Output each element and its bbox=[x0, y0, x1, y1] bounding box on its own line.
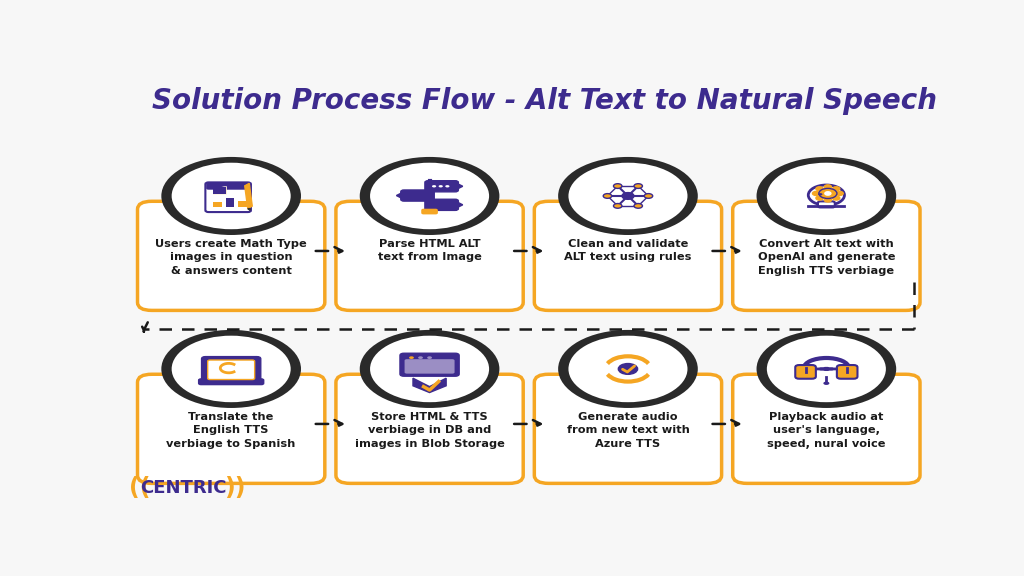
Text: CENTRIC: CENTRIC bbox=[140, 479, 226, 497]
Circle shape bbox=[833, 196, 840, 200]
FancyBboxPatch shape bbox=[199, 379, 264, 385]
Circle shape bbox=[819, 188, 837, 199]
Circle shape bbox=[634, 184, 642, 188]
FancyBboxPatch shape bbox=[827, 367, 834, 371]
FancyBboxPatch shape bbox=[796, 365, 816, 379]
Circle shape bbox=[162, 330, 301, 408]
FancyBboxPatch shape bbox=[425, 199, 459, 210]
Circle shape bbox=[634, 203, 642, 209]
Circle shape bbox=[622, 192, 634, 199]
FancyBboxPatch shape bbox=[733, 201, 920, 310]
FancyBboxPatch shape bbox=[137, 201, 325, 310]
Polygon shape bbox=[456, 183, 463, 190]
Wedge shape bbox=[213, 187, 226, 194]
Text: Playback audio at
user's language,
speed, nural voice: Playback audio at user's language, speed… bbox=[767, 411, 886, 449]
Circle shape bbox=[613, 184, 622, 188]
Polygon shape bbox=[248, 209, 250, 210]
Circle shape bbox=[767, 336, 886, 402]
FancyBboxPatch shape bbox=[535, 201, 722, 310]
Circle shape bbox=[558, 157, 697, 235]
Circle shape bbox=[812, 191, 820, 195]
Circle shape bbox=[644, 194, 652, 198]
Circle shape bbox=[427, 357, 432, 359]
Text: Solution Process Flow - Alt Text to Natural Speech: Solution Process Flow - Alt Text to Natu… bbox=[152, 87, 937, 115]
Circle shape bbox=[825, 192, 830, 195]
FancyBboxPatch shape bbox=[818, 202, 835, 207]
Text: Users create Math Type
images in question
& answers content: Users create Math Type images in questio… bbox=[156, 238, 307, 276]
Circle shape bbox=[836, 191, 843, 195]
FancyBboxPatch shape bbox=[239, 200, 247, 207]
Text: ((: (( bbox=[129, 476, 151, 500]
Polygon shape bbox=[245, 183, 252, 209]
Circle shape bbox=[418, 357, 423, 359]
FancyBboxPatch shape bbox=[213, 187, 225, 194]
Circle shape bbox=[162, 157, 301, 235]
FancyBboxPatch shape bbox=[206, 183, 250, 190]
Circle shape bbox=[767, 162, 886, 229]
FancyBboxPatch shape bbox=[213, 202, 221, 207]
FancyBboxPatch shape bbox=[137, 374, 325, 483]
Circle shape bbox=[568, 336, 687, 402]
Circle shape bbox=[370, 162, 489, 229]
FancyBboxPatch shape bbox=[400, 190, 434, 201]
FancyBboxPatch shape bbox=[336, 201, 523, 310]
Circle shape bbox=[818, 193, 822, 195]
Circle shape bbox=[613, 203, 622, 209]
FancyBboxPatch shape bbox=[833, 367, 838, 370]
Circle shape bbox=[432, 185, 436, 187]
Text: Parse HTML ALT
text from Image: Parse HTML ALT text from Image bbox=[378, 238, 481, 262]
Polygon shape bbox=[396, 192, 403, 199]
FancyBboxPatch shape bbox=[422, 210, 437, 214]
Text: Generate audio
from new text with
Azure TTS: Generate audio from new text with Azure … bbox=[566, 411, 689, 449]
Circle shape bbox=[438, 185, 442, 187]
FancyBboxPatch shape bbox=[823, 367, 829, 371]
Text: Convert Alt text with
OpenAI and generate
English TTS verbiage: Convert Alt text with OpenAI and generat… bbox=[758, 238, 895, 276]
FancyBboxPatch shape bbox=[206, 183, 251, 212]
FancyBboxPatch shape bbox=[815, 367, 820, 370]
Circle shape bbox=[603, 194, 611, 198]
FancyBboxPatch shape bbox=[425, 181, 459, 192]
FancyBboxPatch shape bbox=[208, 360, 255, 380]
FancyBboxPatch shape bbox=[202, 357, 261, 383]
FancyBboxPatch shape bbox=[400, 353, 459, 376]
Circle shape bbox=[618, 363, 638, 374]
FancyBboxPatch shape bbox=[535, 374, 722, 483]
FancyBboxPatch shape bbox=[404, 359, 455, 374]
Text: )): )) bbox=[224, 476, 246, 500]
Circle shape bbox=[409, 357, 414, 359]
Circle shape bbox=[172, 336, 291, 402]
Circle shape bbox=[370, 336, 489, 402]
FancyBboxPatch shape bbox=[733, 374, 920, 483]
Circle shape bbox=[824, 198, 831, 202]
Circle shape bbox=[568, 162, 687, 229]
Circle shape bbox=[823, 381, 829, 385]
Text: Clean and validate
ALT text using rules: Clean and validate ALT text using rules bbox=[564, 238, 691, 262]
Polygon shape bbox=[456, 201, 463, 209]
FancyBboxPatch shape bbox=[837, 365, 857, 379]
Circle shape bbox=[816, 187, 823, 191]
Circle shape bbox=[808, 185, 845, 205]
Circle shape bbox=[833, 187, 840, 191]
Circle shape bbox=[172, 162, 291, 229]
FancyBboxPatch shape bbox=[819, 367, 825, 371]
Circle shape bbox=[757, 330, 896, 408]
FancyBboxPatch shape bbox=[336, 374, 523, 483]
Circle shape bbox=[558, 330, 697, 408]
Circle shape bbox=[824, 185, 831, 189]
FancyBboxPatch shape bbox=[225, 198, 234, 207]
Circle shape bbox=[359, 157, 500, 235]
Text: Store HTML & TTS
verbiage in DB and
images in Blob Storage: Store HTML & TTS verbiage in DB and imag… bbox=[354, 411, 505, 449]
Polygon shape bbox=[413, 378, 446, 392]
Circle shape bbox=[757, 157, 896, 235]
Text: Translate the
English TTS
verbiage to Spanish: Translate the English TTS verbiage to Sp… bbox=[167, 411, 296, 449]
Circle shape bbox=[816, 196, 823, 200]
Circle shape bbox=[445, 185, 450, 187]
Circle shape bbox=[359, 330, 500, 408]
